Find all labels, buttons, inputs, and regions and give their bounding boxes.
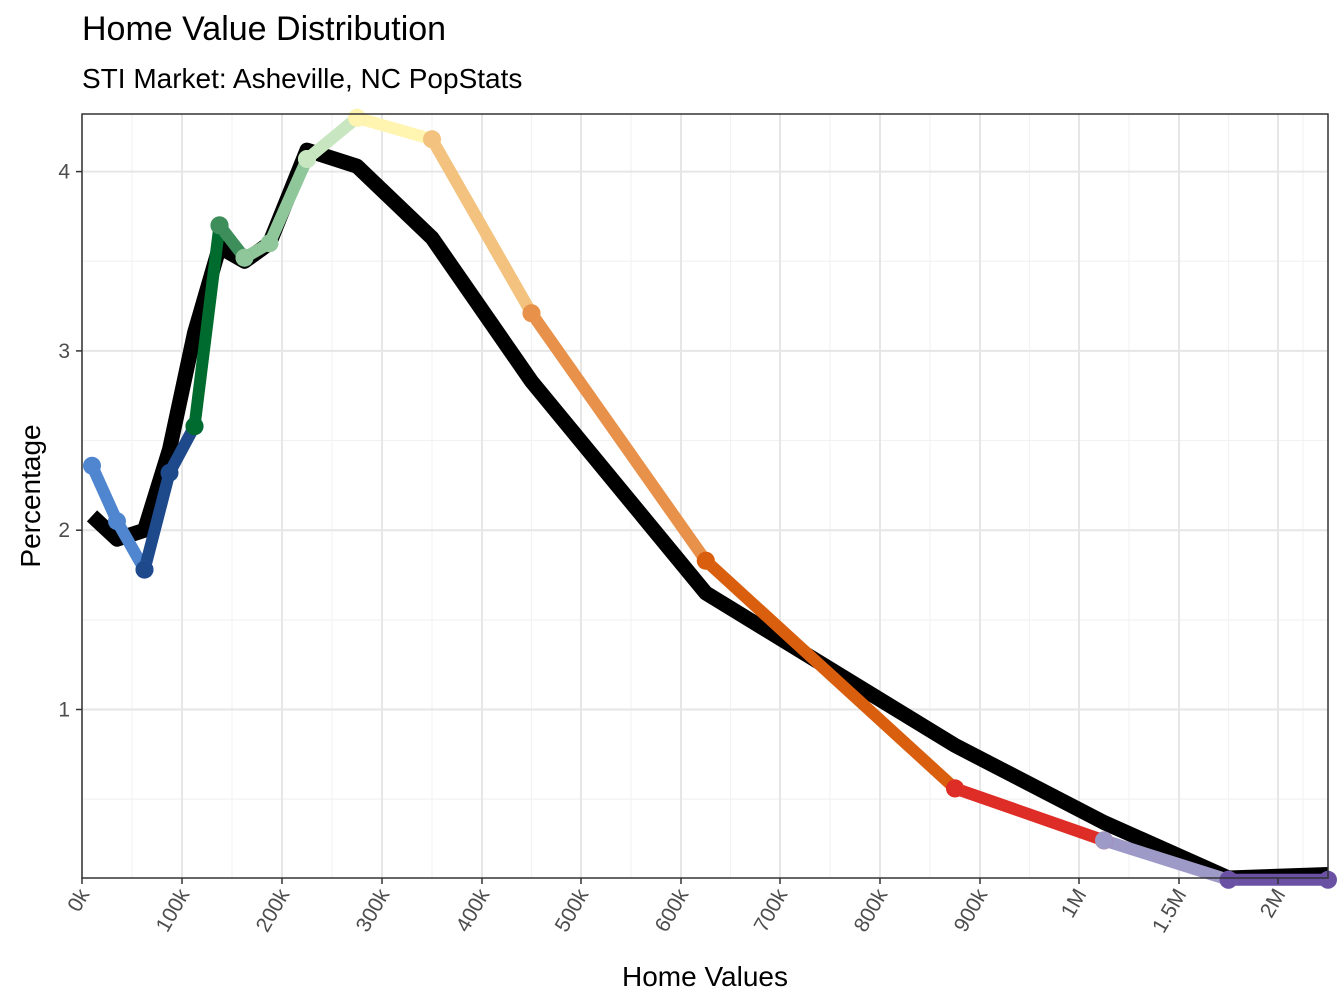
- y-tick-label: 2: [58, 519, 70, 542]
- x-tick-label: 400k: [452, 885, 495, 936]
- x-tick-label: 0k: [63, 885, 94, 916]
- x-tick-label: 600k: [651, 885, 694, 936]
- data-point: [160, 463, 179, 482]
- chart-title: Home Value Distribution: [82, 10, 447, 48]
- x-tick-label: 1M: [1057, 885, 1092, 922]
- plot-panel: [82, 114, 1328, 878]
- data-point: [1219, 870, 1238, 889]
- data-point: [1319, 870, 1337, 889]
- data-point: [522, 304, 541, 323]
- data-point: [185, 417, 204, 436]
- series-segment-10: [949, 782, 1110, 847]
- series-segment-9: [699, 554, 961, 795]
- chart-subtitle: STI Market: Asheville, NC PopStats: [82, 63, 523, 94]
- data-point: [108, 512, 126, 531]
- plot-border: [81, 113, 1329, 879]
- series-segment-11: [1098, 834, 1235, 886]
- series-segment-6: [351, 111, 438, 146]
- series-segment-5: [301, 111, 363, 165]
- data-point: [348, 108, 366, 127]
- y-tick-label: 1: [58, 699, 70, 722]
- data-point: [696, 551, 715, 570]
- series-segment-2: [188, 219, 226, 433]
- x-tick-label: 900k: [950, 885, 993, 936]
- data-point: [946, 779, 964, 798]
- x-tick-label: 200k: [252, 885, 295, 936]
- data-point: [423, 130, 441, 149]
- x-tick-label: 2M: [1256, 885, 1291, 922]
- series-layer: [83, 108, 1337, 889]
- data-point: [235, 248, 254, 267]
- y-tick-label: 3: [58, 340, 70, 363]
- data-point: [260, 234, 279, 253]
- y-axis-title: Percentage: [15, 424, 46, 567]
- x-tick-label: 800k: [850, 885, 893, 936]
- x-tick-label: 300k: [352, 885, 395, 936]
- y-tick-label: 4: [58, 161, 70, 184]
- series-segment-7: [426, 133, 538, 320]
- series-segment-8: [525, 307, 712, 567]
- data-point: [1095, 831, 1113, 850]
- x-axis-title: Home Values: [622, 961, 788, 992]
- data-point: [83, 456, 101, 475]
- data-point: [210, 216, 229, 235]
- data-point: [298, 150, 316, 168]
- x-tick-label: 700k: [750, 885, 793, 936]
- x-tick-label: 500k: [551, 885, 594, 936]
- x-tick-label: 100k: [152, 885, 195, 936]
- x-tick-label: 1.5M: [1148, 885, 1191, 937]
- data-point: [135, 560, 154, 579]
